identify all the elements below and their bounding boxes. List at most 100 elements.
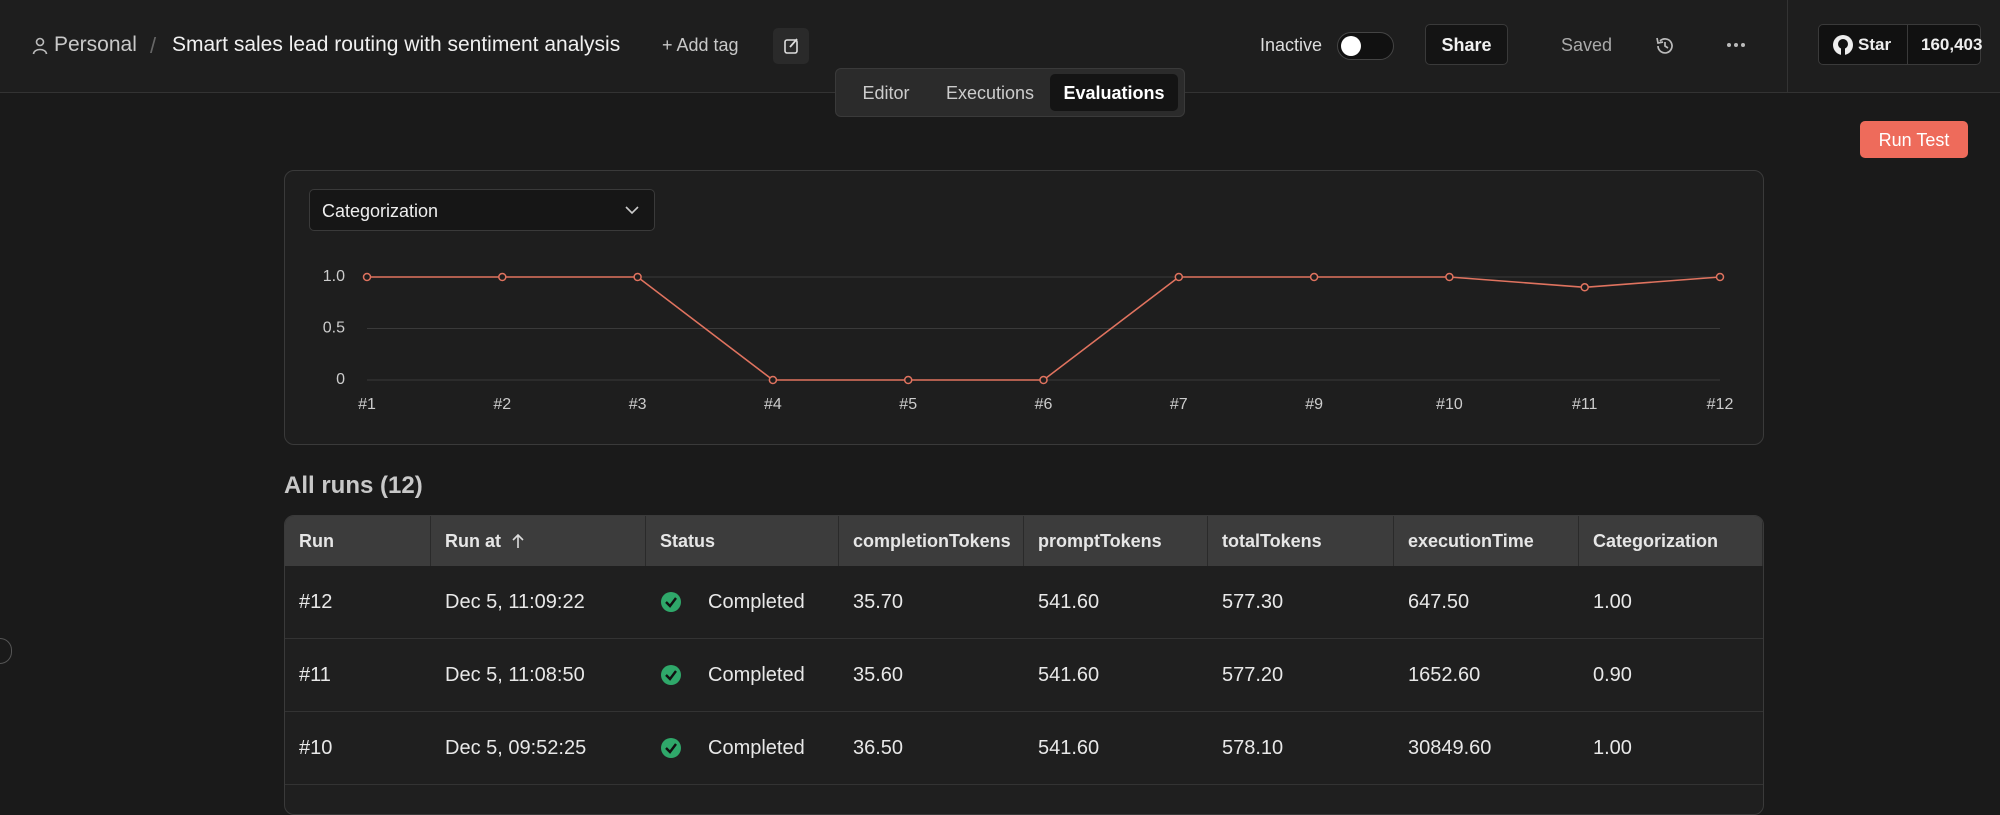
tab[interactable]: Editor: [842, 74, 930, 111]
column-header[interactable]: executionTime: [1394, 516, 1579, 566]
history-icon[interactable]: [1654, 35, 1676, 57]
column-header[interactable]: Categorization: [1579, 516, 1763, 566]
x-tick-label: #3: [629, 396, 647, 413]
data-point: [1309, 272, 1319, 282]
workflow-title[interactable]: Smart sales lead routing with sentiment …: [172, 33, 621, 56]
run-test-button[interactable]: Run Test: [1860, 121, 1968, 158]
column-header-label: executionTime: [1408, 531, 1534, 551]
table-cell: 577.30: [1222, 591, 1284, 613]
status-icon-circle: [661, 738, 681, 758]
star-label: Star: [1858, 35, 1892, 54]
table-cell: Completed: [708, 591, 805, 613]
table-cell: 35.70: [853, 591, 904, 613]
status-icon-check: [665, 597, 677, 608]
x-tick-label: #9: [1305, 396, 1323, 413]
edit-button[interactable]: [773, 28, 809, 64]
metric-dropdown[interactable]: Categorization: [309, 189, 655, 231]
column-header[interactable]: completionTokens: [839, 516, 1024, 566]
table-cell: 1652.60: [1408, 664, 1481, 686]
chart: 0 0.5 1.0 #1 #2 #3 #4 #5 #6 #7 #9 #10 #11 #12: [323, 268, 1734, 413]
table-cell: #12: [299, 591, 333, 613]
column-header[interactable]: Run: [285, 516, 431, 566]
data-point: [362, 272, 372, 282]
side-handle[interactable]: [0, 638, 12, 664]
table-cell: 577.20: [1222, 664, 1284, 686]
data-point: [1580, 283, 1589, 292]
y-tick-label: 1.0: [323, 268, 345, 285]
row-divider: [285, 784, 1763, 785]
edit-icon: [784, 38, 798, 54]
tab-label: Evaluations: [1063, 83, 1165, 103]
column-header-label: Status: [660, 531, 716, 551]
status-icon-check: [665, 743, 677, 754]
column-header-label: promptTokens: [1038, 531, 1162, 551]
x-tick-label: #5: [899, 396, 917, 413]
status-icon-check: [665, 670, 677, 681]
breadcrumb-separator: /: [150, 33, 157, 58]
column-header[interactable]: promptTokens: [1024, 516, 1208, 566]
x-tick-label: #4: [764, 396, 782, 413]
table-cell: 1.00: [1593, 737, 1632, 759]
table-cell: Completed: [708, 664, 805, 686]
project-name[interactable]: Personal: [54, 33, 137, 56]
table-cell: 541.60: [1038, 737, 1100, 759]
view-tabs: Editor Executions Evaluations: [835, 68, 1185, 117]
table-cell: 541.60: [1038, 591, 1100, 613]
table-cell: Dec 5, 11:09:22: [445, 591, 585, 613]
sort-arrow: [512, 533, 524, 548]
x-tick-label: #2: [493, 396, 511, 413]
sort-arrow-path: [512, 533, 524, 548]
active-toggle[interactable]: [1337, 32, 1394, 60]
column-header[interactable]: Run at: [431, 516, 646, 566]
dropdown-chevron: [625, 206, 639, 215]
table-cell: 30849.60: [1408, 737, 1492, 759]
github-icon: [1833, 35, 1853, 55]
star-divider: [1907, 25, 1908, 64]
data-point: [633, 272, 642, 282]
data-point: [1039, 375, 1048, 385]
github-star-button[interactable]: Star 160,403: [1818, 24, 1982, 65]
active-status: Inactive: [1260, 35, 1323, 55]
share-button[interactable]: Share: [1425, 24, 1508, 65]
runs-table: Run Run at Status completionTokens promptTok…: [284, 515, 1764, 815]
person-icon: [32, 37, 48, 55]
x-tick-label: #12: [1707, 396, 1734, 413]
more-icon[interactable]: [1726, 40, 1746, 50]
column-header-label: Run at: [445, 531, 501, 551]
header-divider: [1787, 0, 1788, 92]
tab-label: Executions: [945, 83, 1035, 103]
table-cell: 0.90: [1593, 664, 1632, 686]
x-tick-label: #7: [1170, 396, 1188, 413]
y-tick-label: 0: [336, 371, 345, 388]
table-cell: 35.60: [853, 664, 904, 686]
status-icon: [661, 665, 681, 685]
tab[interactable]: Executions: [932, 74, 1048, 111]
table-cell: #11: [299, 664, 331, 686]
column-header-label: Run: [299, 531, 334, 551]
table-cell: 541.60: [1038, 664, 1100, 686]
table-cell: 36.50: [853, 737, 904, 759]
column-header-label: Categorization: [1593, 531, 1719, 551]
column-header-label: totalTokens: [1222, 531, 1322, 551]
x-tick-label: #1: [358, 396, 376, 413]
x-tick-label: #11: [1572, 396, 1598, 413]
runs-title: All runs (12): [284, 472, 423, 499]
toggle-knob: [1341, 36, 1361, 56]
add-tag[interactable]: + Add tag: [662, 35, 739, 55]
data-point: [1174, 272, 1184, 282]
share-label: Share: [1441, 35, 1492, 55]
saved-status: Saved: [1561, 35, 1613, 55]
data-point: [903, 375, 913, 385]
status-icon: [661, 592, 681, 612]
data-point: [1445, 272, 1454, 282]
tab-label: Editor: [862, 83, 910, 103]
data-point: [498, 272, 507, 282]
table-cell: Completed: [708, 737, 805, 759]
column-header[interactable]: totalTokens: [1208, 516, 1394, 566]
status-icon-circle: [661, 665, 681, 685]
row-divider: [285, 638, 1763, 639]
column-header[interactable]: Status: [646, 516, 839, 566]
tab[interactable]: Evaluations: [1050, 74, 1178, 111]
